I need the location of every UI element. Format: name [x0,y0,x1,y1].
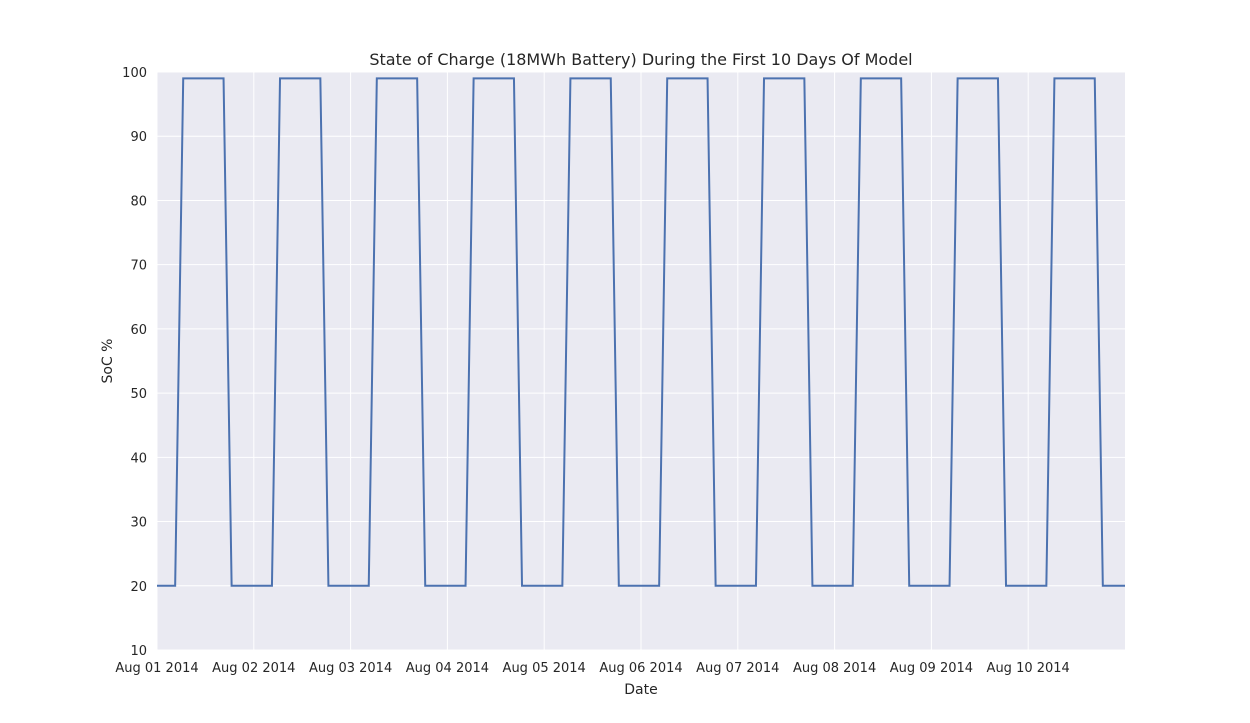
y-tick-label: 90 [130,130,147,145]
x-axis-label: Date [624,682,657,698]
y-tick-label: 80 [130,194,147,209]
x-tick-label: Aug 01 2014 [115,661,198,676]
y-axis-label: SoC % [100,339,116,384]
soc-series-line [157,77,1125,587]
y-axis-ticks: 10 20 30 40 50 60 70 80 90 100 [122,66,147,659]
x-tick-label: Aug 07 2014 [696,661,779,676]
y-tick-label: 50 [130,387,147,402]
y-tick-label: 100 [122,66,147,81]
y-tick-label: 10 [130,644,147,659]
y-tick-label: 60 [130,323,147,338]
y-tick-label: 30 [130,516,147,531]
x-tick-label: Aug 03 2014 [309,661,392,676]
x-tick-label: Aug 08 2014 [793,661,876,676]
y-tick-label: 40 [130,451,147,466]
x-tick-label: Aug 05 2014 [503,661,586,676]
x-tick-label: Aug 04 2014 [406,661,489,676]
x-axis-ticks: Aug 01 2014 Aug 02 2014 Aug 03 2014 Aug 04 … [115,661,1069,676]
chart-title: State of Charge (18MWh Battery) During t… [369,50,912,69]
y-tick-label: 20 [130,580,147,595]
y-tick-label: 70 [130,259,147,274]
x-tick-label: Aug 10 2014 [987,661,1070,676]
series-layer [157,77,1125,587]
x-tick-label: Aug 02 2014 [212,661,295,676]
x-tick-label: Aug 09 2014 [890,661,973,676]
x-tick-label: Aug 06 2014 [599,661,682,676]
grid-lines [156,71,1125,651]
